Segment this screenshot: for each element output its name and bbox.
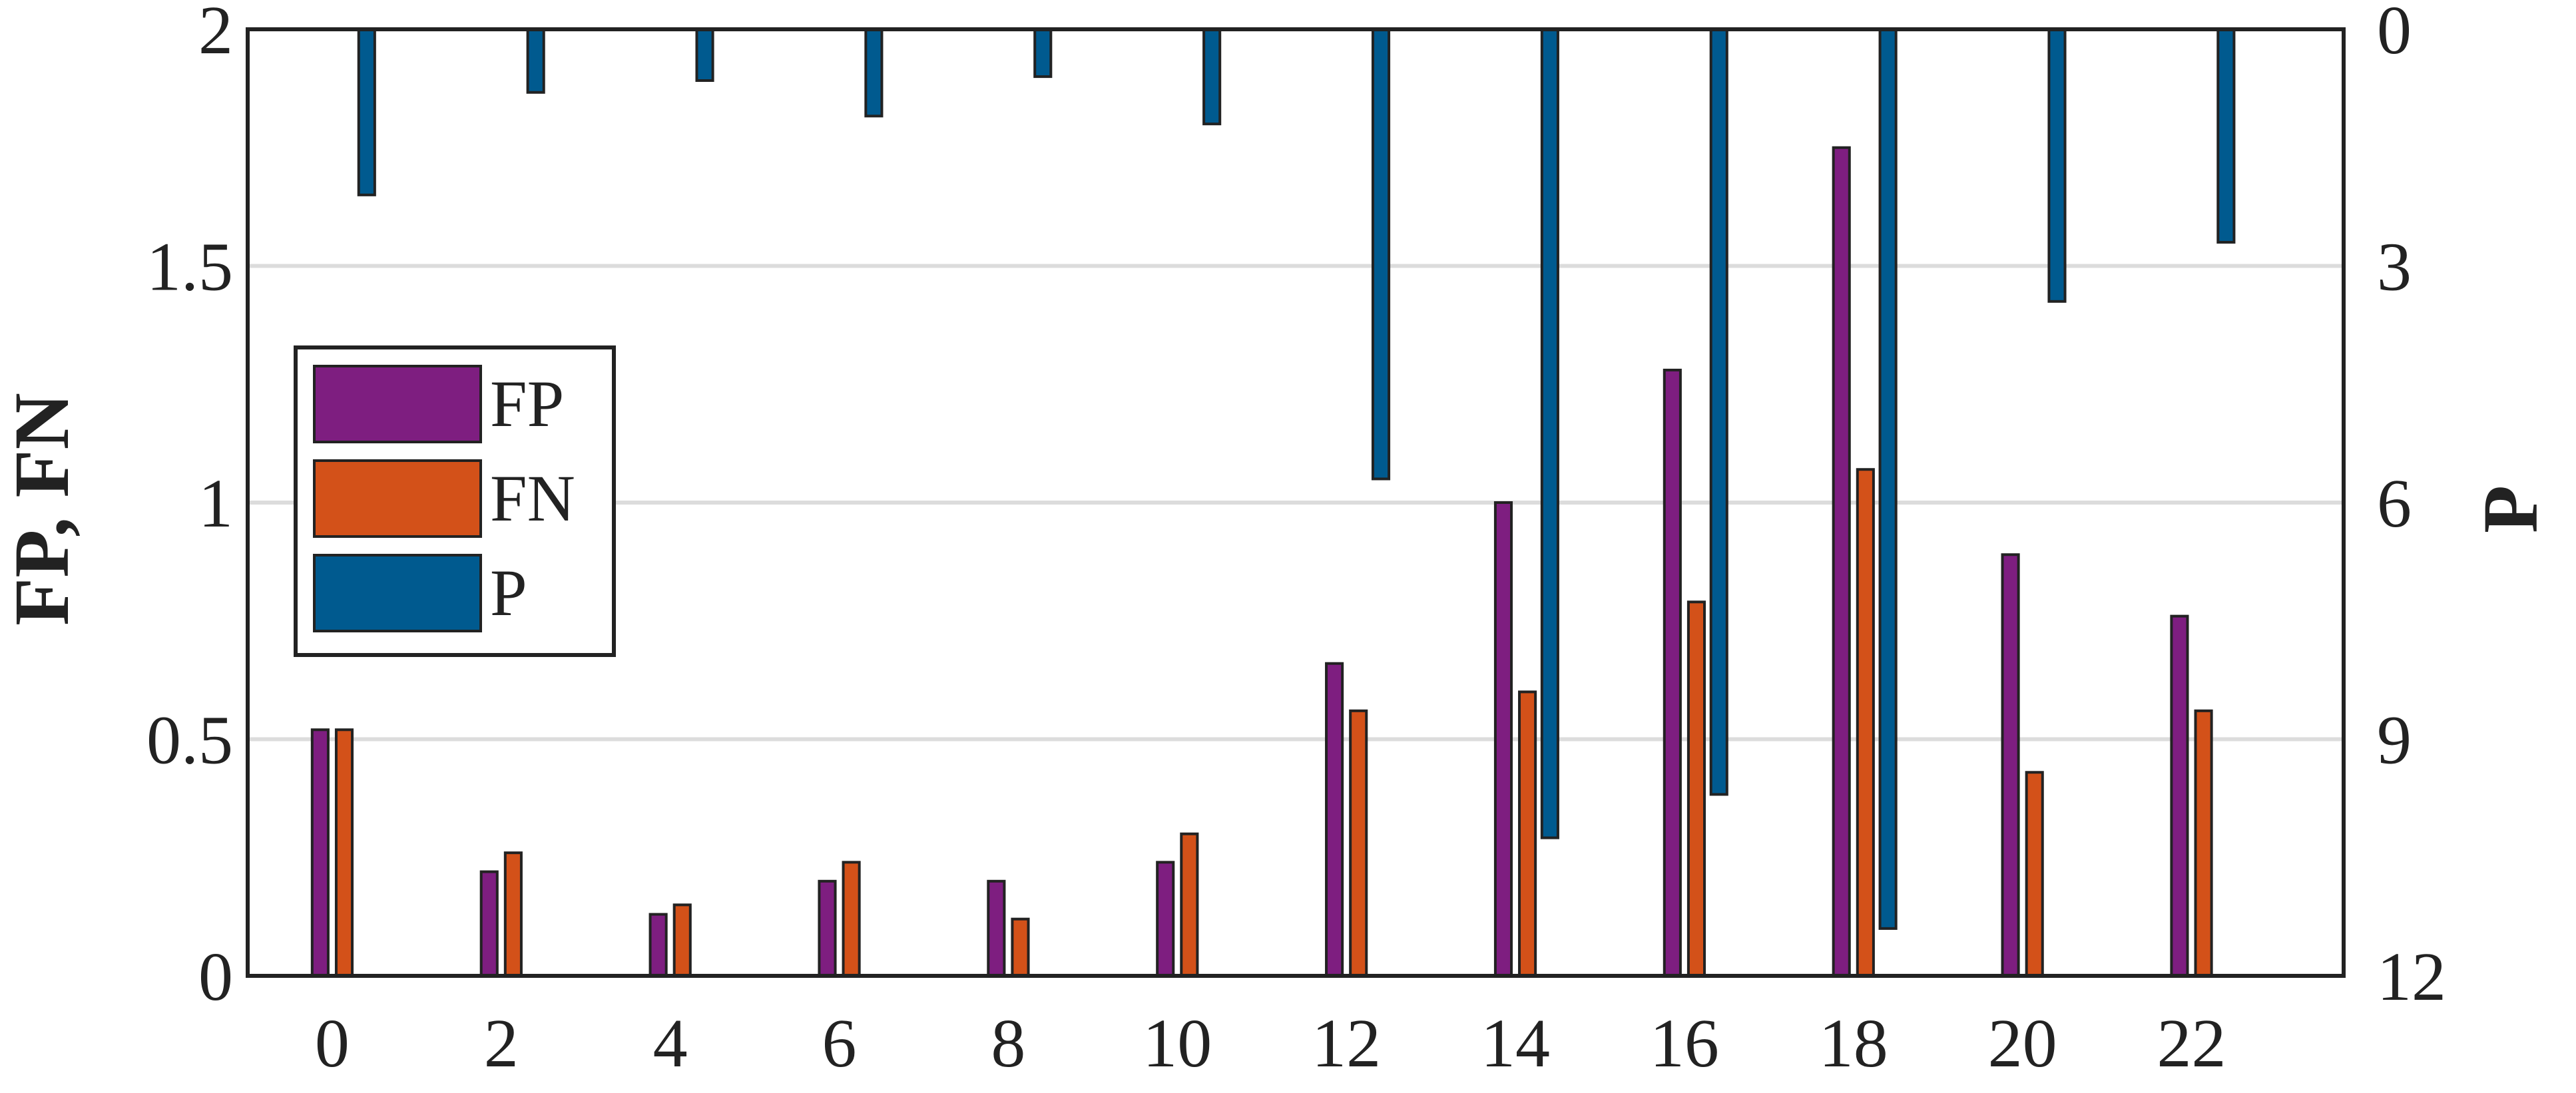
right-tick-label: 0 bbox=[2377, 0, 2412, 69]
bar-fn bbox=[1349, 709, 1368, 977]
bar-fp bbox=[2170, 614, 2189, 977]
bar-p bbox=[1033, 28, 1053, 79]
legend-swatch-fp bbox=[313, 365, 482, 443]
left-axis-title: FP, FN bbox=[0, 393, 85, 626]
x-tick-label: 12 bbox=[1312, 1005, 1381, 1082]
bar-fp bbox=[1493, 501, 1513, 977]
x-tick-label: 2 bbox=[484, 1005, 519, 1082]
bar-p bbox=[357, 28, 376, 196]
left-tick-label: 0 bbox=[198, 939, 233, 1015]
x-tick-label: 6 bbox=[822, 1005, 857, 1082]
x-tick-label: 20 bbox=[1988, 1005, 2057, 1082]
bar-fn bbox=[2025, 771, 2044, 978]
left-axis: 0 0.5 1 1.5 2 bbox=[146, 0, 233, 1015]
legend-label-fp: FP bbox=[490, 367, 564, 441]
x-tick-label: 14 bbox=[1481, 1005, 1550, 1082]
bar-p bbox=[1371, 28, 1391, 481]
legend-label-p: P bbox=[490, 556, 527, 630]
bar-p bbox=[1709, 28, 1728, 796]
bar-fp bbox=[479, 870, 499, 977]
plot-frame bbox=[246, 27, 2346, 978]
x-axis: 0 2 4 6 8 10 12 14 16 18 20 22 bbox=[315, 1005, 2226, 1082]
x-tick-label: 16 bbox=[1650, 1005, 1719, 1082]
bar-fp bbox=[987, 879, 1006, 978]
legend-swatch-p bbox=[313, 554, 482, 632]
right-axis: 0 3 6 9 12 bbox=[2377, 0, 2446, 1015]
x-tick-label: 18 bbox=[1819, 1005, 1888, 1082]
bar-p bbox=[864, 28, 884, 118]
bar-fn bbox=[1518, 690, 1537, 978]
right-tick-label: 3 bbox=[2377, 229, 2412, 306]
x-tick-label: 4 bbox=[653, 1005, 688, 1082]
x-tick-label: 10 bbox=[1143, 1005, 1212, 1082]
right-tick-label: 12 bbox=[2377, 939, 2446, 1015]
x-tick-label: 22 bbox=[2157, 1005, 2226, 1082]
right-axis-title: P bbox=[2467, 485, 2554, 533]
legend-label-fn: FN bbox=[490, 461, 575, 535]
bar-p bbox=[1540, 28, 1559, 839]
bar-p bbox=[1202, 28, 1222, 126]
left-tick-label: 2 bbox=[198, 0, 233, 69]
bar-fn bbox=[1011, 917, 1030, 978]
bar-fp bbox=[1832, 146, 1851, 977]
x-tick-label: 8 bbox=[991, 1005, 1025, 1082]
bar-p bbox=[1878, 28, 1898, 930]
bar-fn bbox=[2194, 709, 2213, 977]
bar-fp bbox=[1663, 368, 1682, 977]
bar-fp bbox=[1156, 861, 1175, 977]
bar-fn bbox=[334, 728, 354, 978]
bar-fn bbox=[1180, 832, 1199, 977]
legend: FP FN P bbox=[294, 345, 616, 657]
right-tick-label: 9 bbox=[2377, 702, 2412, 779]
bar-fn bbox=[1686, 600, 1706, 977]
left-tick-label: 0.5 bbox=[146, 702, 233, 779]
bar-fp bbox=[1325, 662, 1344, 977]
bar-p bbox=[526, 28, 545, 94]
bar-p bbox=[695, 28, 714, 83]
bar-fn bbox=[1856, 468, 1875, 977]
bar-fp bbox=[818, 879, 837, 978]
bar-fp bbox=[2001, 553, 2020, 977]
bars-group bbox=[310, 28, 2236, 978]
right-tick-label: 6 bbox=[2377, 465, 2412, 542]
legend-swatch-fn bbox=[313, 459, 482, 538]
bar-fn bbox=[842, 861, 861, 977]
bar-fp bbox=[648, 913, 668, 977]
bar-fp bbox=[310, 728, 330, 978]
bar-fn bbox=[672, 903, 692, 977]
x-tick-label: 0 bbox=[315, 1005, 350, 1082]
left-tick-label: 1.5 bbox=[146, 229, 233, 306]
bar-fn bbox=[503, 851, 523, 978]
bar-p bbox=[2047, 28, 2067, 303]
bar-p bbox=[2216, 28, 2236, 244]
left-tick-label: 1 bbox=[198, 465, 233, 542]
